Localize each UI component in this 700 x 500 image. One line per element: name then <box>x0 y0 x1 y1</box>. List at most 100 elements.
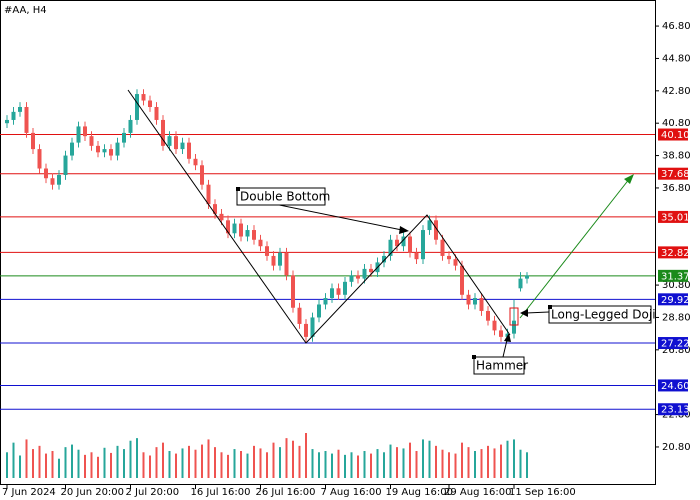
y-tick-label: 36.80 <box>662 183 691 194</box>
candle-body <box>193 158 198 166</box>
y-tick-label: 42.80 <box>662 86 691 97</box>
volume-bar <box>409 442 411 478</box>
candle-body <box>473 298 477 305</box>
candle-body <box>499 330 503 337</box>
volume-bar <box>292 440 294 478</box>
volume-bar <box>149 455 151 478</box>
x-tick-label: 16 Jul 16:00 <box>191 487 251 498</box>
volume-bar <box>71 444 73 478</box>
candle-body <box>479 298 484 311</box>
volume-bar <box>383 452 385 478</box>
candle-body <box>323 298 328 305</box>
volume-bar <box>422 439 424 478</box>
anchor <box>472 355 476 359</box>
candle-body <box>512 320 516 334</box>
candle-body <box>37 149 42 169</box>
volume-bar <box>441 449 444 478</box>
candle-body <box>525 275 529 279</box>
arrowhead <box>520 309 528 317</box>
candle-body <box>122 132 126 143</box>
y-tick-label: 40.80 <box>662 118 691 129</box>
volume-bar <box>84 454 86 478</box>
candle-body <box>232 223 237 234</box>
volume-bar <box>350 452 353 478</box>
level-label: 23.13 <box>661 405 690 416</box>
x-tick-label: 20 Jun 20:00 <box>61 487 125 498</box>
volume-bar <box>207 439 210 478</box>
candle-body <box>401 236 406 247</box>
volume-bar <box>227 454 229 478</box>
candle-body <box>434 220 438 240</box>
candle-body <box>148 100 152 108</box>
candle-body <box>5 119 9 124</box>
annotation: Hammer <box>476 359 528 373</box>
volume-bar <box>19 455 21 478</box>
volume-bar <box>77 449 80 478</box>
candle-body <box>343 281 347 295</box>
y-tick-label: 38.80 <box>662 151 691 162</box>
candle-body <box>219 213 224 221</box>
candle-body <box>102 149 107 153</box>
candle-body <box>284 252 289 276</box>
candle-body <box>57 174 61 185</box>
volume-bar <box>402 448 405 478</box>
candle-body <box>382 255 386 263</box>
volume-bar <box>266 452 268 478</box>
x-tick-label: 19 Aug 16:00 <box>386 487 453 498</box>
volume-bar <box>45 453 47 478</box>
candle-body <box>200 165 204 185</box>
volume-bar <box>253 445 255 478</box>
volume-bar <box>188 445 190 478</box>
volume-bar <box>324 451 327 478</box>
volume-bar <box>389 444 392 478</box>
chart-title: #AA, H4 <box>4 5 47 16</box>
volume-bar <box>298 445 301 478</box>
x-tick-label: 7 Jun 2024 <box>2 487 56 498</box>
level-label: 27.22 <box>661 339 690 350</box>
volume-bar <box>318 452 320 478</box>
candle-body <box>466 294 471 305</box>
candle-body <box>161 119 165 146</box>
candle-body <box>167 136 172 146</box>
y-tick-label: 28.80 <box>662 312 691 323</box>
volume-bar <box>493 448 496 478</box>
candle-body <box>447 255 451 260</box>
candle-body <box>362 268 367 279</box>
candle-body <box>11 111 16 120</box>
volume-bar <box>272 442 275 478</box>
volume-bar <box>337 449 340 478</box>
volume-bar <box>6 452 8 478</box>
candle-body <box>297 307 302 324</box>
level-label: 29.92 <box>661 295 690 306</box>
projection-arrowhead <box>624 174 634 184</box>
marks: 46.80 44.80 42.80 40.80 38.80 36.80 30.80 28.80… <box>0 21 691 498</box>
level-tag <box>658 246 688 259</box>
candle-body <box>83 126 87 137</box>
candle-body <box>460 265 464 295</box>
x-tick-label: 11 Sep 16:00 <box>509 487 576 498</box>
candle-body <box>76 126 81 143</box>
candle-body <box>388 239 393 256</box>
candle-body <box>206 184 211 205</box>
volume-bar <box>415 451 418 478</box>
level-tag <box>658 128 688 141</box>
candle-body <box>421 230 425 260</box>
volume-bar <box>168 451 171 478</box>
candle-body <box>330 288 334 299</box>
candle-body <box>245 230 250 237</box>
candle-body <box>174 136 178 150</box>
volume-bar <box>435 445 437 478</box>
volume-bar <box>240 451 242 478</box>
drawings <box>127 89 652 375</box>
volume-bar <box>506 440 509 478</box>
candle-body <box>187 142 191 159</box>
volume-bar <box>467 447 470 478</box>
candle-body <box>109 149 113 156</box>
x-tick-label: 2 Jul 20:00 <box>126 487 180 498</box>
candle-body <box>278 252 282 266</box>
candle-body <box>453 259 458 266</box>
annotation-box <box>473 356 525 375</box>
volume-bar <box>259 448 262 478</box>
y-tick-label: 30.80 <box>662 280 691 291</box>
